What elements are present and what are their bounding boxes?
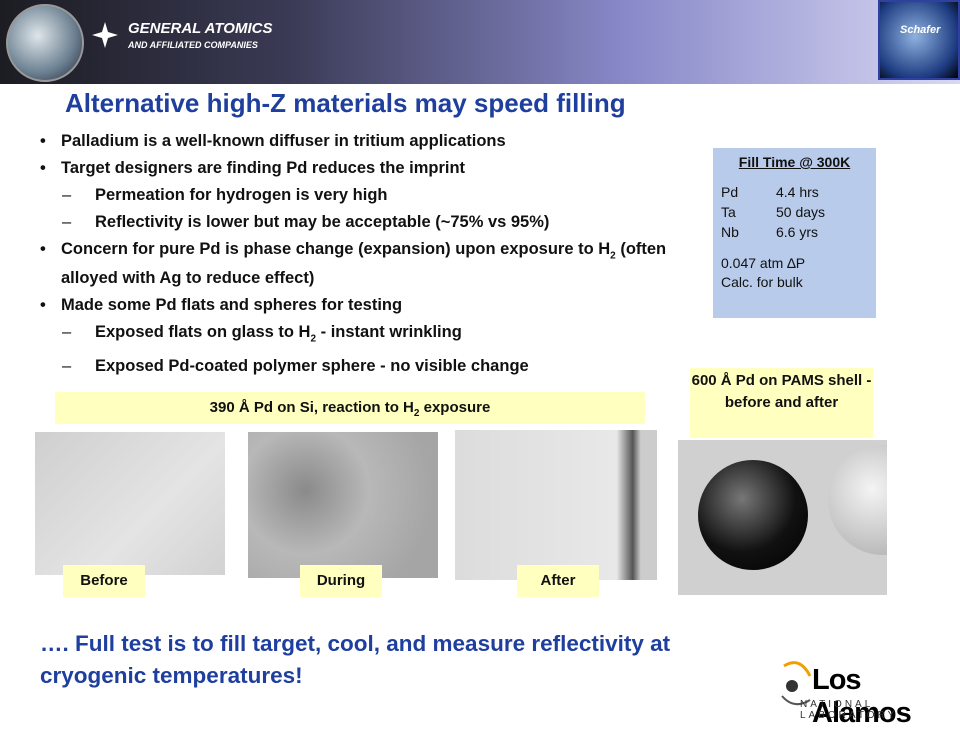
slide-title: Alternative high-Z materials may speed f… bbox=[65, 88, 626, 118]
table-heading: Fill Time @ 300K bbox=[738, 154, 851, 170]
flats-caption: 390 Å Pd on Si, reaction to H2 exposure bbox=[55, 392, 645, 424]
text-run: exposure bbox=[419, 399, 491, 416]
photo-during bbox=[248, 432, 438, 578]
bullet: Exposed Pd-coated polymer sphere - no vi… bbox=[40, 355, 700, 378]
ga-globe-logo bbox=[6, 4, 84, 82]
table-row: Pd 4.4 hrs bbox=[721, 182, 868, 202]
table-rows: Pd 4.4 hrs Ta 50 days Nb 6.6 yrs bbox=[721, 182, 868, 242]
table-cell: 6.6 yrs bbox=[776, 224, 819, 240]
table-cell: 50 days bbox=[776, 204, 826, 220]
bullet: Target designers are finding Pd reduces … bbox=[40, 157, 700, 180]
table-row: Nb 6.6 yrs bbox=[721, 222, 868, 242]
table-cell: Nb bbox=[721, 224, 739, 240]
note-line: 0.047 atm ∆P bbox=[721, 255, 806, 271]
fill-time-table: Fill Time @ 300K Pd 4.4 hrs Ta 50 days Nb 6.6… bbox=[713, 148, 876, 318]
table-row: Ta 50 days bbox=[721, 202, 868, 222]
table-note: 0.047 atm ∆P Calc. for bulk bbox=[721, 254, 868, 292]
company-tagline: AND AFFILIATED COMPANIES bbox=[128, 40, 258, 50]
text-run: Target designers are finding Pd reduces … bbox=[61, 159, 466, 177]
text-run: Exposed Pd-coated polymer sphere - no vi… bbox=[95, 356, 529, 375]
text-run: - instant wrinkling bbox=[316, 323, 462, 342]
sphere-after bbox=[828, 445, 887, 555]
bullet: Concern for pure Pd is phase change (exp… bbox=[40, 238, 700, 290]
lanl-mark bbox=[781, 661, 812, 706]
photo-label: Before bbox=[63, 565, 145, 597]
photo-label: After bbox=[517, 565, 599, 597]
photo-before bbox=[35, 432, 225, 575]
bullet: Made some Pd flats and spheres for testi… bbox=[40, 294, 700, 317]
ga-mark bbox=[92, 22, 118, 48]
table-cell: 4.4 hrs bbox=[776, 184, 819, 200]
text-run: 390 Å Pd on Si, reaction to H bbox=[209, 399, 414, 416]
note-line: Calc. for bulk bbox=[721, 274, 803, 290]
lanl-subtitle: NATIONAL LABORATORY bbox=[800, 699, 898, 721]
bullet: Reflectivity is lower but may be accepta… bbox=[40, 211, 700, 234]
subscript: 2 bbox=[610, 250, 616, 262]
bullet: Palladium is a well-known diffuser in tr… bbox=[40, 130, 700, 153]
table-cell: Pd bbox=[721, 184, 739, 200]
text-run: Made some Pd flats and spheres for testi… bbox=[61, 296, 403, 315]
text-run: Exposed flats on glass to H bbox=[95, 323, 311, 342]
bullet: Permeation for hydrogen is very high bbox=[40, 184, 700, 207]
photo-label: During bbox=[300, 565, 382, 597]
subscript: 2 bbox=[413, 408, 420, 419]
photo-after bbox=[455, 430, 657, 580]
photo-sphere bbox=[678, 440, 887, 595]
header-band bbox=[0, 0, 960, 84]
company-name: GENERAL ATOMICS bbox=[128, 20, 273, 37]
badge-text: Schafer bbox=[900, 24, 941, 36]
text-run: (often alloyed with Ag to reduce effect) bbox=[61, 240, 667, 288]
badge: Schafer bbox=[878, 0, 960, 80]
subscript: 2 bbox=[310, 333, 317, 345]
sphere-caption: 600 Å Pd on PAMS shell - before and afte… bbox=[690, 368, 873, 438]
text-run: Permeation for hydrogen is very high bbox=[95, 186, 388, 204]
text-run: Palladium is a well-known diffuser in tr… bbox=[61, 132, 506, 150]
table-cell: Ta bbox=[721, 204, 736, 220]
conclusion: …. Full test is to fill target, cool, an… bbox=[40, 631, 671, 688]
sphere-before bbox=[698, 460, 808, 570]
text-run: Concern for pure Pd is phase change (exp… bbox=[61, 240, 611, 258]
bullet-list: Palladium is a well-known diffuser in tr… bbox=[40, 130, 700, 382]
text-run: Reflectivity is lower but may be accepta… bbox=[95, 213, 550, 231]
bullet: Exposed flats on glass to H2 - instant w… bbox=[40, 321, 700, 350]
